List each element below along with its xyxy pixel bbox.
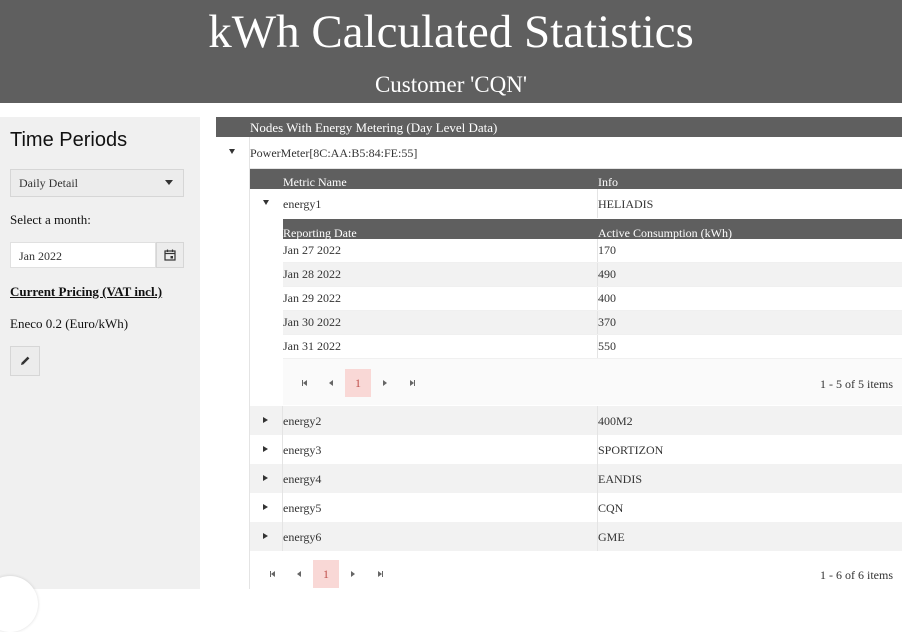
edit-pricing-button[interactable] xyxy=(10,346,40,376)
prev-page-icon xyxy=(329,380,333,386)
caret-down-icon xyxy=(263,200,269,205)
pencil-icon xyxy=(21,356,30,365)
pager-next-button[interactable] xyxy=(372,369,398,397)
floating-button[interactable] xyxy=(0,576,38,632)
pager-last-button[interactable] xyxy=(367,560,393,588)
reporting-date: Jan 30 2022 xyxy=(283,315,341,329)
active-consumption: 550 xyxy=(598,339,616,353)
reporting-date: Jan 29 2022 xyxy=(283,291,341,305)
metric-name: energy2 xyxy=(283,414,322,428)
node-label: PowerMeter[8C:AA:B5:84:FE:55] xyxy=(250,146,418,160)
calendar-button[interactable] xyxy=(156,242,184,268)
metric-name: energy4 xyxy=(283,472,322,486)
pager-last-button[interactable] xyxy=(399,369,425,397)
detail-grid-header: Reporting Date Active Consumption (kWh) xyxy=(283,219,902,240)
pager-first-button[interactable] xyxy=(291,369,317,397)
metric-info: GME xyxy=(598,530,625,544)
caret-right-icon xyxy=(263,475,268,481)
pager-page-1[interactable]: 1 xyxy=(313,560,339,588)
node-row: PowerMeter[8C:AA:B5:84:FE:55] xyxy=(216,137,902,167)
caret-right-icon xyxy=(263,417,268,423)
metric-row: energy1 HELIADIS xyxy=(250,189,902,218)
caret-right-icon xyxy=(263,533,268,539)
period-dropdown[interactable]: Daily Detail xyxy=(10,169,184,197)
column-header-reporting-date[interactable]: Reporting Date xyxy=(283,226,357,240)
reporting-date: Jan 31 2022 xyxy=(283,339,341,353)
pager-next-button[interactable] xyxy=(340,560,366,588)
pager-prev-button[interactable] xyxy=(318,369,344,397)
pager-info: 1 - 6 of 6 items xyxy=(820,568,893,582)
sidebar: Time Periods Daily Detail Select a month… xyxy=(0,117,200,632)
period-dropdown-value: Daily Detail xyxy=(19,176,78,190)
metric-grid-header: Metric Name Info xyxy=(250,169,902,189)
metric-name: energy6 xyxy=(283,530,322,544)
metric-row: energy6 GME xyxy=(250,522,902,551)
metric-expand-toggle[interactable] xyxy=(263,504,268,510)
detail-grid: Reporting Date Active Consumption (kWh) … xyxy=(283,219,902,405)
caret-right-icon xyxy=(263,446,268,452)
metric-expand-toggle[interactable] xyxy=(263,417,268,423)
metric-name: energy1 xyxy=(283,197,322,211)
column-header-metric-name[interactable]: Metric Name xyxy=(283,175,347,189)
metric-info: EANDIS xyxy=(598,472,642,486)
last-page-icon xyxy=(377,571,383,577)
detail-row: Jan 31 2022 550 xyxy=(283,335,902,359)
chevron-down-icon xyxy=(165,180,173,185)
pricing-value: Eneco 0.2 (Euro/kWh) xyxy=(10,316,129,331)
pager-info: 1 - 5 of 5 items xyxy=(820,377,893,391)
pricing-heading: Current Pricing (VAT incl.) xyxy=(10,284,163,299)
metric-info: 400M2 xyxy=(598,414,633,428)
metric-pager: 1 1 - 6 of 6 items xyxy=(250,560,902,590)
metric-name: energy3 xyxy=(283,443,322,457)
metric-row: energy3 SPORTIZON xyxy=(250,435,902,464)
pager-prev-button[interactable] xyxy=(286,560,312,588)
metric-info: HELIADIS xyxy=(598,197,654,211)
caret-down-icon xyxy=(229,149,235,154)
calendar-icon xyxy=(164,249,176,261)
reporting-date: Jan 27 2022 xyxy=(283,243,341,257)
next-page-icon xyxy=(383,380,387,386)
page-header: kWh Calculated Statistics Customer 'CQN' xyxy=(0,0,902,103)
grid-header: Nodes With Energy Metering (Day Level Da… xyxy=(216,117,902,137)
nodes-grid: Nodes With Energy Metering (Day Level Da… xyxy=(216,117,902,589)
node-expand-toggle[interactable] xyxy=(229,149,235,154)
metric-expand-toggle[interactable] xyxy=(263,200,269,205)
active-consumption: 170 xyxy=(598,243,616,257)
page-subtitle: Customer 'CQN' xyxy=(374,72,528,97)
metric-expand-toggle[interactable] xyxy=(263,533,268,539)
page-title: kWh Calculated Statistics xyxy=(208,6,694,58)
metric-info: CQN xyxy=(598,501,624,515)
detail-row: Jan 30 2022 370 xyxy=(283,311,902,335)
active-consumption: 490 xyxy=(598,267,616,281)
metric-expand-toggle[interactable] xyxy=(263,475,268,481)
detail-row: Jan 29 2022 400 xyxy=(283,287,902,311)
detail-row: Jan 28 2022 490 xyxy=(283,263,902,287)
metric-name: energy5 xyxy=(283,501,322,515)
metric-grid: Metric Name Info energy1 HELIADIS Report… xyxy=(250,168,902,589)
pager-page-1[interactable]: 1 xyxy=(345,369,371,397)
metric-row: energy4 EANDIS xyxy=(250,464,902,493)
first-page-icon xyxy=(269,571,275,577)
month-label: Select a month: xyxy=(10,212,91,227)
metric-info: SPORTIZON xyxy=(598,443,664,457)
next-page-icon xyxy=(351,571,355,577)
grid-indent-column xyxy=(216,137,250,589)
column-header-active-consumption[interactable]: Active Consumption (kWh) xyxy=(598,226,732,240)
reporting-date: Jan 28 2022 xyxy=(283,267,341,281)
month-input[interactable]: Jan 2022 xyxy=(10,242,156,268)
active-consumption: 400 xyxy=(598,291,616,305)
pager-first-button[interactable] xyxy=(259,560,285,588)
detail-pager: 1 1 - 5 of 5 items xyxy=(283,369,902,399)
prev-page-icon xyxy=(297,571,301,577)
metric-row: energy2 400M2 xyxy=(250,406,902,435)
metric-expand-toggle[interactable] xyxy=(263,446,268,452)
first-page-icon xyxy=(301,380,307,386)
active-consumption: 370 xyxy=(598,315,616,329)
column-header-info[interactable]: Info xyxy=(598,175,618,189)
caret-right-icon xyxy=(263,504,268,510)
metric-row: energy5 CQN xyxy=(250,493,902,522)
last-page-icon xyxy=(409,380,415,386)
detail-row: Jan 27 2022 170 xyxy=(283,239,902,263)
sidebar-title: Time Periods xyxy=(10,129,128,151)
